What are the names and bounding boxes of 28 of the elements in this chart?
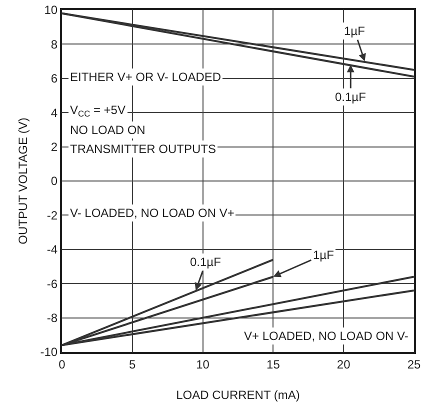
y-tick-label: 6 (50, 72, 58, 86)
y-tick-label: -4 (46, 242, 58, 257)
annotation: EITHER V+ OR V- LOADED (70, 70, 222, 84)
annotation: 1µF (313, 248, 334, 262)
y-tick-label: -2 (46, 208, 58, 222)
y-tick-label: 8 (50, 37, 58, 52)
y-tick-label: -8 (46, 311, 58, 325)
annotation: 1µF (344, 24, 365, 38)
annotation: V$_{CC}$ = +5V (70, 103, 126, 119)
y-axis-title: OUTPUT VOLTAGE (V) (16, 118, 30, 244)
annotation: NO LOAD ON (70, 123, 146, 137)
y-tick-label: 10 (44, 3, 58, 18)
y-tick-label: -6 (46, 276, 58, 291)
y-tick-label: 0 (50, 174, 58, 188)
annotation: V- LOADED, NO LOAD ON V+ (70, 206, 234, 220)
y-tick-label: -10 (40, 345, 58, 360)
x-tick-label: 20 (336, 357, 351, 372)
x-tick-label: 15 (266, 357, 280, 372)
annotation: 0.1µF (190, 255, 221, 269)
annotation: TRANSMITTER OUTPUTS (70, 142, 216, 156)
y-tick-label: 4 (50, 106, 58, 120)
x-tick-label: 25 (407, 357, 421, 372)
x-axis-title: LOAD CURRENT (mA) (176, 388, 300, 402)
x-tick-label: 5 (129, 357, 136, 372)
y-tick-label: 2 (50, 140, 58, 154)
annotation: 0.1µF (335, 90, 366, 104)
x-tick-label: 10 (196, 357, 210, 372)
annotation: V+ LOADED, NO LOAD ON V- (244, 329, 408, 343)
